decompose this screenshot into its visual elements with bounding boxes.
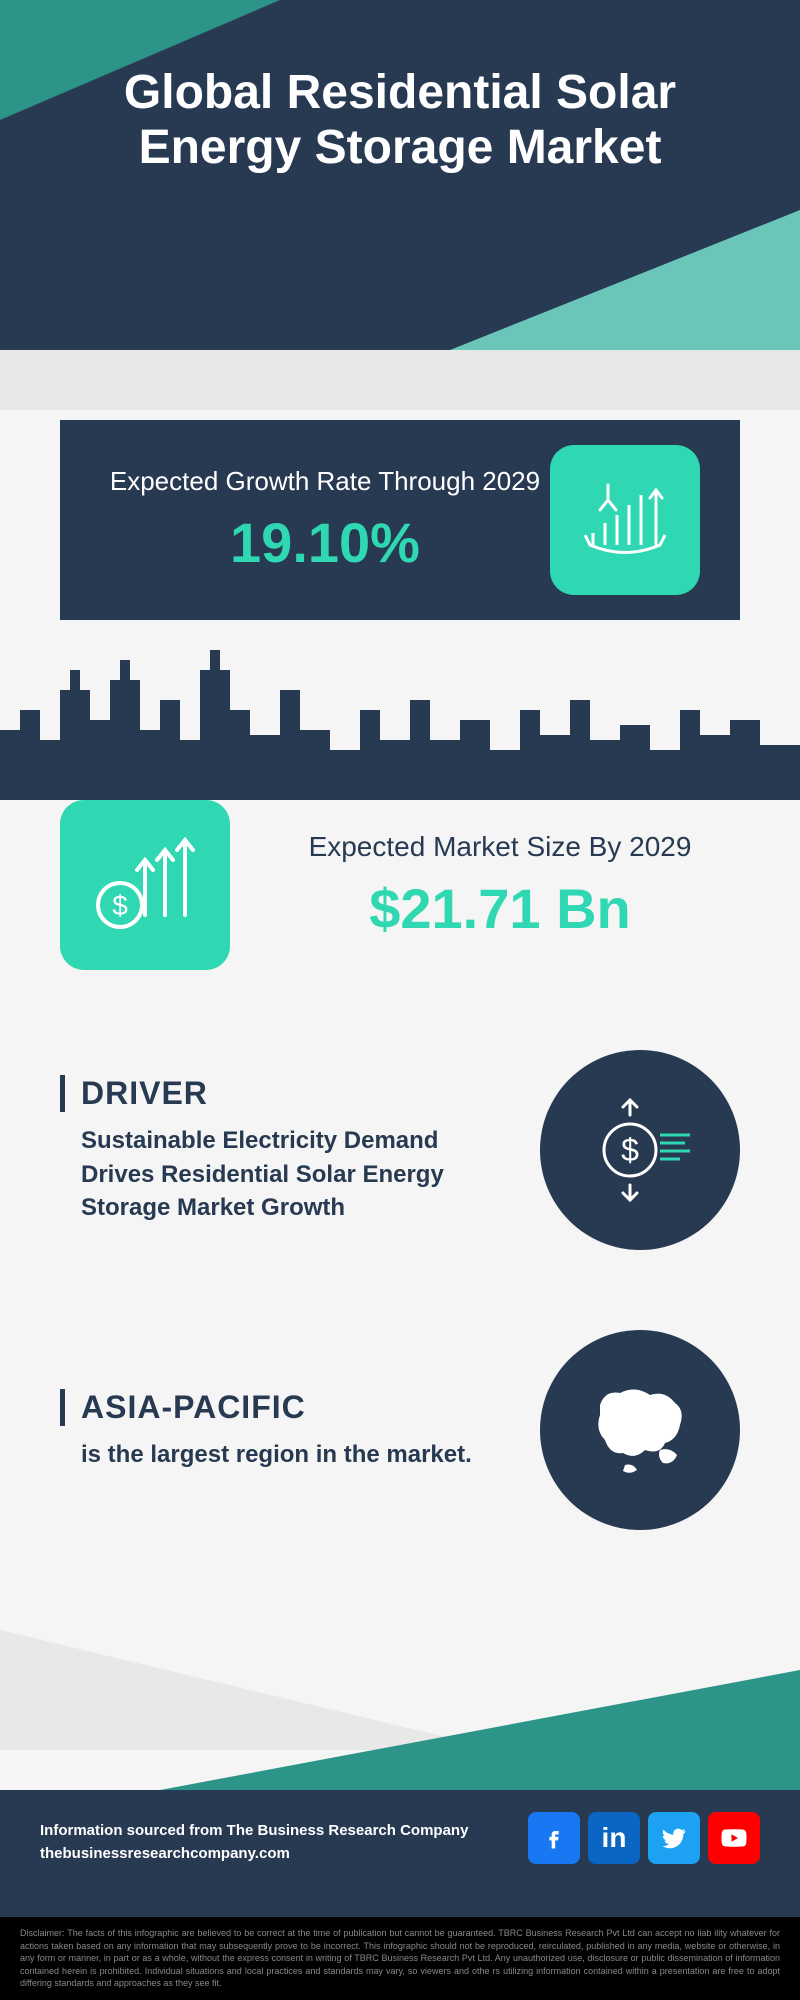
market-size-panel: $ Expected Market Size By 2029 $21.71 Bn <box>60 800 740 970</box>
growth-chart-icon <box>550 445 700 595</box>
linkedin-icon[interactable]: in <box>588 1812 640 1864</box>
driver-heading: DRIVER <box>60 1075 510 1112</box>
header: Global Residential Solar Energy Storage … <box>0 0 800 350</box>
footer-dark-band: Information sourced from The Business Re… <box>0 1790 800 2000</box>
growth-rate-text: Expected Growth Rate Through 2029 19.10% <box>100 465 550 576</box>
disclaimer-text: Disclaimer: The facts of this infographi… <box>0 1917 800 2000</box>
region-heading: ASIA-PACIFIC <box>60 1389 510 1426</box>
driver-body: Sustainable Electricity Demand Drives Re… <box>60 1124 510 1225</box>
svg-text:$: $ <box>621 1132 639 1168</box>
asia-map-icon <box>540 1330 740 1530</box>
youtube-icon[interactable] <box>708 1812 760 1864</box>
footer: Information sourced from The Business Re… <box>0 1630 800 2000</box>
svg-text:$: $ <box>112 890 128 921</box>
growth-rate-value: 19.10% <box>100 510 550 575</box>
dollar-cycle-icon: $ <box>540 1050 740 1250</box>
region-body: is the largest region in the market. <box>60 1438 510 1472</box>
market-size-value: $21.71 Bn <box>260 876 740 941</box>
city-skyline-graphic <box>0 640 800 800</box>
region-section: ASIA-PACIFIC is the largest region in th… <box>60 1330 740 1530</box>
market-size-label: Expected Market Size By 2029 <box>260 829 740 865</box>
facebook-icon[interactable] <box>528 1812 580 1864</box>
twitter-icon[interactable] <box>648 1812 700 1864</box>
driver-text: DRIVER Sustainable Electricity Demand Dr… <box>60 1075 510 1225</box>
region-text: ASIA-PACIFIC is the largest region in th… <box>60 1389 510 1472</box>
main-title: Global Residential Solar Energy Storage … <box>0 65 800 175</box>
header-accent-triangle-right <box>450 210 800 350</box>
growth-rate-label: Expected Growth Rate Through 2029 <box>100 465 550 499</box>
social-icons: in <box>528 1812 760 1864</box>
growth-rate-panel: Expected Growth Rate Through 2029 19.10% <box>60 420 740 620</box>
market-size-text: Expected Market Size By 2029 $21.71 Bn <box>260 829 740 940</box>
dollar-arrows-icon: $ <box>60 800 230 970</box>
header-gray-band <box>0 350 800 410</box>
driver-section: DRIVER Sustainable Electricity Demand Dr… <box>60 1050 740 1250</box>
